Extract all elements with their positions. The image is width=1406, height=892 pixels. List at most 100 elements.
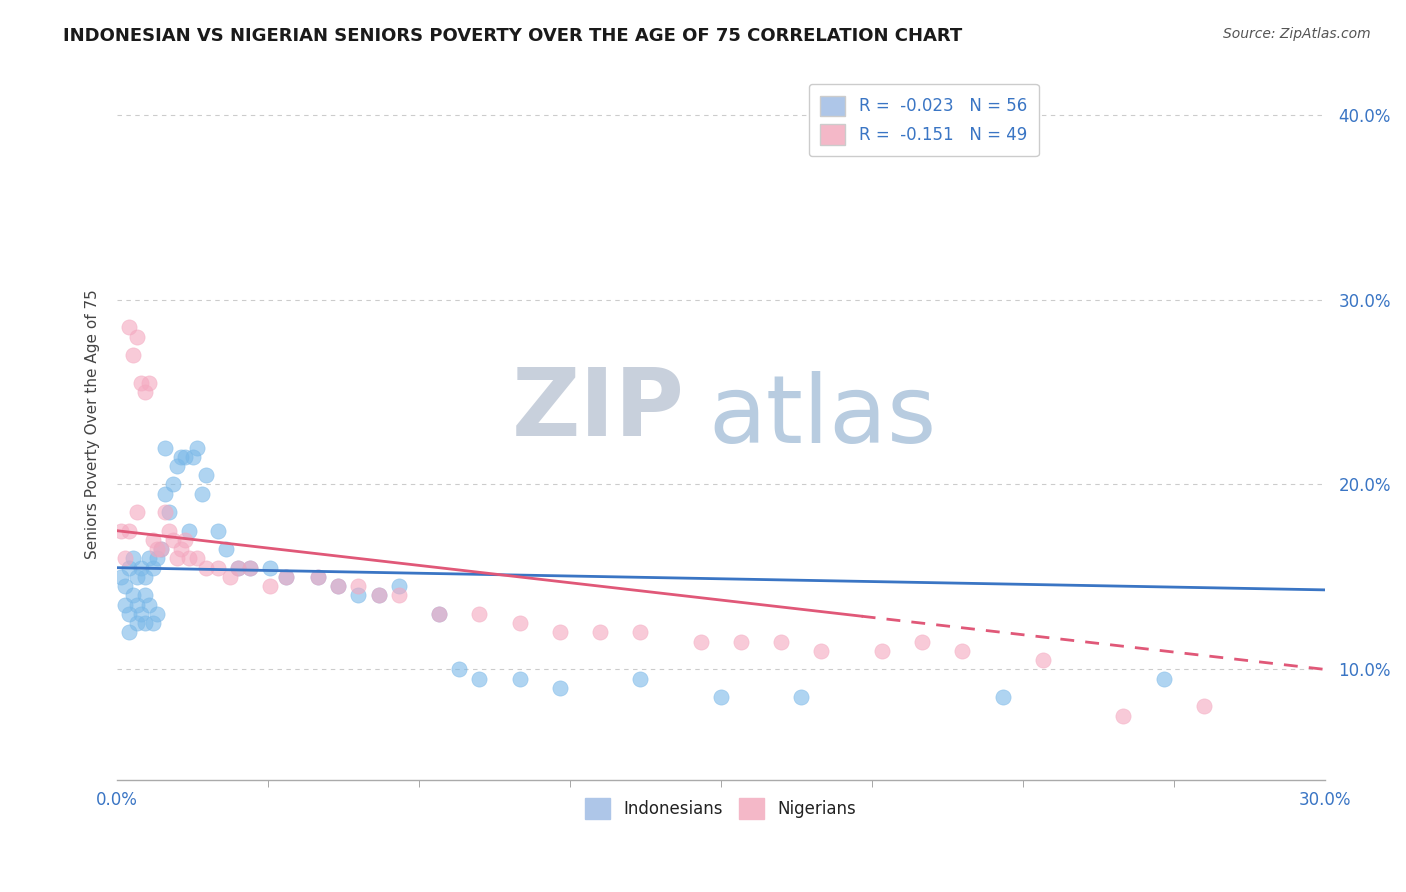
Point (911, 634, 934, 648)
Point (1112, 708, 1135, 723)
Point (122, 348, 145, 362)
Text: Source: ZipAtlas.com: Source: ZipAtlas.com (1223, 27, 1371, 41)
Point (328, 579, 350, 593)
Point (146, 542, 169, 557)
Point (118, 560, 141, 574)
Point (155, 487, 177, 501)
Point (142, 533, 165, 547)
Point (548, 681, 571, 695)
Point (146, 607, 169, 621)
Point (142, 616, 165, 631)
Point (138, 376, 160, 390)
Point (508, 616, 530, 631)
Point (129, 607, 152, 621)
Point (170, 450, 193, 464)
Point (110, 524, 132, 538)
Point (127, 570, 149, 584)
Point (1153, 672, 1175, 686)
Point (388, 579, 411, 593)
Point (194, 468, 217, 483)
Point (166, 551, 188, 566)
Point (129, 560, 152, 574)
Point (150, 542, 173, 557)
Point (347, 589, 370, 603)
Legend: Indonesians, Nigerians: Indonesians, Nigerians (578, 792, 863, 825)
Point (548, 625, 571, 640)
Point (170, 542, 193, 557)
Point (190, 487, 212, 501)
Point (138, 551, 160, 566)
Point (174, 450, 197, 464)
Point (162, 477, 184, 491)
Point (367, 589, 389, 603)
Point (162, 533, 184, 547)
Point (118, 320, 141, 334)
Point (183, 450, 205, 464)
Point (127, 598, 149, 612)
Point (150, 542, 173, 557)
Point (155, 505, 177, 519)
Point (157, 505, 180, 519)
Point (186, 551, 208, 566)
Point (388, 589, 411, 603)
Point (239, 560, 262, 574)
Point (127, 329, 149, 343)
Point (730, 634, 752, 648)
Point (157, 524, 180, 538)
Point (274, 570, 297, 584)
Point (689, 634, 711, 648)
Point (259, 560, 281, 574)
Point (991, 690, 1014, 705)
Point (328, 579, 350, 593)
Point (259, 579, 281, 593)
Point (239, 560, 262, 574)
Point (427, 607, 450, 621)
Point (347, 579, 370, 593)
Point (155, 441, 177, 455)
Point (307, 570, 329, 584)
Point (122, 589, 145, 603)
Point (134, 570, 156, 584)
Point (628, 672, 651, 686)
Point (307, 570, 329, 584)
Point (950, 644, 973, 658)
Point (127, 616, 149, 631)
Point (226, 560, 249, 574)
Point (122, 551, 145, 566)
Text: atlas: atlas (709, 371, 936, 463)
Point (468, 607, 491, 621)
Text: ZIP: ZIP (512, 364, 685, 456)
Point (134, 385, 156, 400)
Point (589, 625, 612, 640)
Y-axis label: Seniors Poverty Over the Age of 75: Seniors Poverty Over the Age of 75 (86, 290, 100, 559)
Point (508, 672, 530, 686)
Point (274, 570, 297, 584)
Point (449, 662, 471, 676)
Point (114, 598, 136, 612)
Point (790, 690, 813, 705)
Point (138, 598, 160, 612)
Point (226, 560, 249, 574)
Point (427, 607, 450, 621)
Point (207, 524, 229, 538)
Point (628, 625, 651, 640)
Point (134, 589, 156, 603)
Point (114, 551, 136, 566)
Point (710, 690, 733, 705)
Point (870, 644, 893, 658)
Point (118, 607, 141, 621)
Point (127, 505, 149, 519)
Point (146, 551, 169, 566)
Point (1192, 699, 1215, 714)
Text: INDONESIAN VS NIGERIAN SENIORS POVERTY OVER THE AGE OF 75 CORRELATION CHART: INDONESIAN VS NIGERIAN SENIORS POVERTY O… (63, 27, 963, 45)
Point (770, 634, 793, 648)
Point (367, 589, 389, 603)
Point (110, 570, 132, 584)
Point (179, 551, 201, 566)
Point (186, 441, 208, 455)
Point (214, 542, 236, 557)
Point (179, 524, 201, 538)
Point (166, 458, 188, 473)
Point (118, 625, 141, 640)
Point (207, 560, 229, 574)
